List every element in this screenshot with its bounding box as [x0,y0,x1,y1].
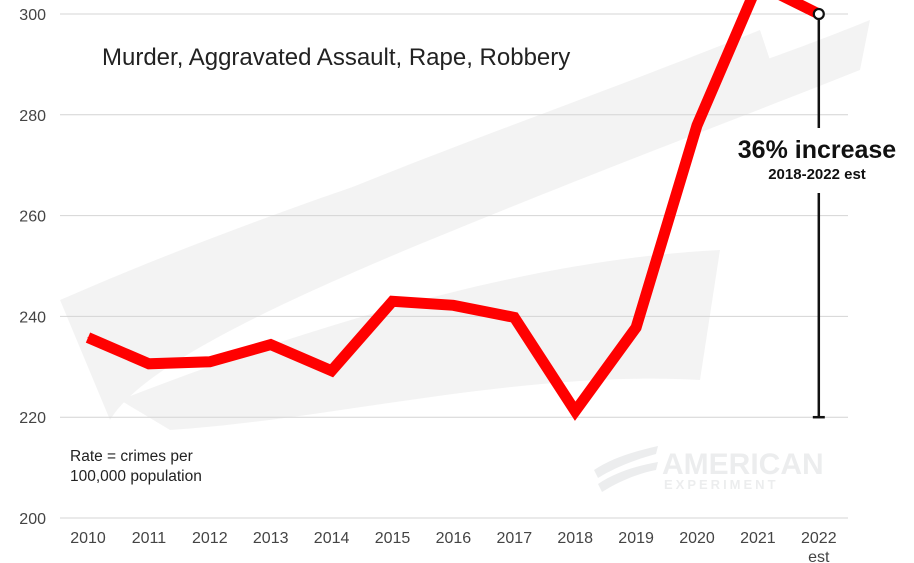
chart-subtitle: Murder, Aggravated Assault, Rape, Robber… [102,44,571,71]
x-tick-sublabel: est [808,549,830,563]
y-axis-tick-labels: 200 220 240 260 280 300 [19,7,46,528]
x-tick-label: 2016 [436,530,472,547]
y-tick-label: 220 [19,410,46,427]
gridlines [60,13,848,519]
watermark-line-2: EXPERIMENT [664,477,779,492]
american-experiment-watermark-logo: AMERICAN EXPERIMENT [592,440,824,505]
data-point [452,304,454,306]
x-tick-label: 2012 [192,530,228,547]
data-point [696,124,698,126]
background-swoosh-decoration [60,20,870,430]
x-tick-label: 2018 [557,530,593,547]
y-tick-label: 260 [19,209,46,226]
bracket-top-marker [812,7,825,21]
x-tick-label: 2017 [497,530,533,547]
x-tick-label: 2014 [314,530,350,547]
series-layer [85,0,822,421]
y-tick-label: 240 [19,309,46,326]
data-point [209,361,211,363]
data-point [513,316,515,318]
flag-swoosh-icon [594,446,658,492]
x-tick-label: 2011 [132,530,167,547]
rate-note-line-2: 100,000 population [70,468,202,485]
data-point [87,337,89,339]
rate-note: Rate = crimes per 100,000 population [70,447,202,487]
x-tick-label: 2015 [375,530,411,547]
y-tick-label: 300 [19,7,46,24]
increase-annotation-bracket [812,7,825,419]
increase-callout: 36% increase 2018-2022 est [722,136,912,183]
x-tick-label: 2021 [740,530,776,547]
x-tick-label: 2022 [801,530,837,547]
y-tick-label: 200 [19,511,46,528]
rate-note-line-1: Rate = crimes per [70,448,193,465]
y-tick-label: 280 [19,108,46,125]
x-tick-label: 2020 [679,530,715,547]
x-tick-label: 2010 [70,530,106,547]
increase-callout-text: 36% increase [737,136,897,164]
watermark-line-1: AMERICAN [662,448,824,481]
x-tick-label: 2019 [618,530,654,547]
increase-callout-subtext: 2018-2022 est [768,166,866,183]
data-point [148,363,150,365]
x-axis-tick-labels: 2010 2011 2012 2013 2014 2015 2016 2017 2018 2019… [70,530,836,563]
x-tick-label: 2013 [253,530,289,547]
data-point [331,370,333,372]
data-point [635,326,637,328]
data-point [270,344,272,346]
data-point [574,410,576,412]
data-point [392,300,393,302]
